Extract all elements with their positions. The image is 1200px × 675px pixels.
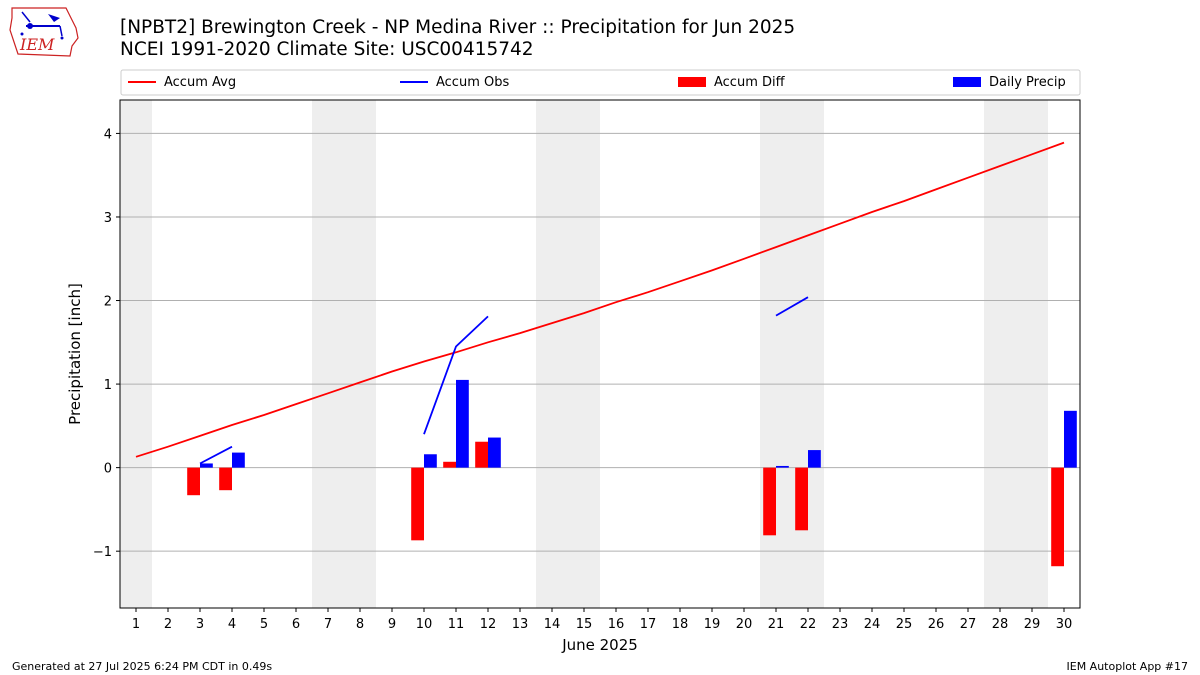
weekend-band	[792, 100, 824, 608]
legend-swatch-3	[678, 77, 706, 87]
y-tick-label: 0	[104, 462, 112, 477]
x-tick-label: 6	[292, 617, 300, 632]
x-tick-label: 13	[512, 617, 529, 632]
footer-generated: Generated at 27 Jul 2025 6:24 PM CDT in …	[12, 660, 273, 673]
accum-diff-bar	[219, 467, 232, 491]
accum-diff-bar	[1051, 467, 1064, 567]
plot-frame	[119, 99, 1081, 609]
y-tick-label: 1	[104, 378, 112, 393]
x-tick-label: 26	[928, 617, 945, 632]
x-tick-label: 7	[324, 617, 332, 632]
weekend-band	[344, 100, 376, 608]
legend: Accum Avg Accum Obs Accum Diff Daily Precip	[120, 69, 1081, 96]
x-tick-label: 25	[896, 617, 913, 632]
x-tick-label: 30	[1056, 617, 1073, 632]
x-tick-label: 19	[704, 617, 721, 632]
accum-avg-line	[135, 141, 1065, 458]
x-tick-label: 5	[260, 617, 268, 632]
daily-precip-bar	[776, 465, 789, 468]
x-tick-label: 3	[196, 617, 204, 632]
iem-logo: IEM	[9, 7, 79, 57]
x-axis-label: June 2025	[561, 636, 638, 654]
x-tick-label: 2	[164, 617, 172, 632]
legend-label-2: Accum Obs	[436, 75, 509, 90]
accum-obs-line	[775, 296, 809, 317]
daily-precip-bar	[456, 379, 469, 468]
legend-swatch-4	[953, 77, 981, 87]
x-tick-label: 17	[640, 617, 657, 632]
accum-diff-bar	[187, 467, 200, 496]
y-tick-label: 4	[104, 127, 112, 142]
y-tick-label: 2	[104, 295, 112, 310]
x-tick-label: 9	[388, 617, 396, 632]
weekend-band	[984, 100, 1016, 608]
legend-label-3: Accum Diff	[714, 75, 786, 90]
y-tick-label: 3	[104, 211, 112, 226]
accum-diff-bar	[443, 461, 456, 468]
accum-diff-bar	[763, 467, 776, 536]
weekend-band	[120, 100, 152, 608]
x-tick-label: 24	[864, 617, 881, 632]
x-tick-label: 23	[832, 617, 849, 632]
x-tick-label: 29	[1024, 617, 1041, 632]
x-tick-label: 14	[544, 617, 561, 632]
x-tick-label: 22	[800, 617, 817, 632]
accum-diff-bar	[411, 467, 424, 541]
chart-subtitle: NCEI 1991-2020 Climate Site: USC00415742	[120, 39, 534, 60]
x-tick-label: 8	[356, 617, 364, 632]
accum-diff-bar	[475, 441, 488, 468]
bars	[187, 379, 1077, 567]
x-tick-label: 12	[480, 617, 497, 632]
x-tick-label: 20	[736, 617, 753, 632]
y-axis-label: Precipitation [inch]	[66, 283, 84, 425]
x-tick-label: 15	[576, 617, 593, 632]
daily-precip-bar	[808, 450, 821, 468]
x-tick-label: 28	[992, 617, 1009, 632]
y-tick-label: −1	[93, 545, 112, 560]
logo-text: IEM	[19, 35, 55, 54]
x-tick-label: 16	[608, 617, 625, 632]
legend-label-4: Daily Precip	[989, 75, 1066, 90]
accum-obs-line	[423, 315, 489, 435]
weekend-band	[536, 100, 568, 608]
legend-box	[120, 69, 1081, 96]
x-tick-label: 21	[768, 617, 785, 632]
weekend-band	[568, 100, 600, 608]
weekend-band	[1016, 100, 1048, 608]
weekend-band	[312, 100, 344, 608]
x-tick-label: 11	[448, 617, 465, 632]
x-tick-label: 1	[132, 617, 140, 632]
accum-diff-bar	[795, 467, 808, 531]
daily-precip-bar	[488, 437, 501, 468]
daily-precip-bar	[1064, 410, 1077, 468]
accum-obs-line	[199, 445, 233, 465]
chart-title: [NPBT2] Brewington Creek - NP Medina Riv…	[120, 17, 796, 38]
x-tick-label: 4	[228, 617, 236, 632]
daily-precip-bar	[424, 454, 437, 468]
x-tick-label: 18	[672, 617, 689, 632]
daily-precip-bar	[200, 463, 213, 468]
x-tick-label: 27	[960, 617, 977, 632]
lines	[135, 141, 1065, 465]
daily-precip-bar	[232, 452, 245, 468]
grid	[120, 132, 1080, 552]
weekend-bands	[120, 100, 1048, 608]
x-tick-label: 10	[416, 617, 433, 632]
legend-label-1: Accum Avg	[164, 75, 236, 90]
footer-app: IEM Autoplot App #17	[1066, 660, 1189, 673]
